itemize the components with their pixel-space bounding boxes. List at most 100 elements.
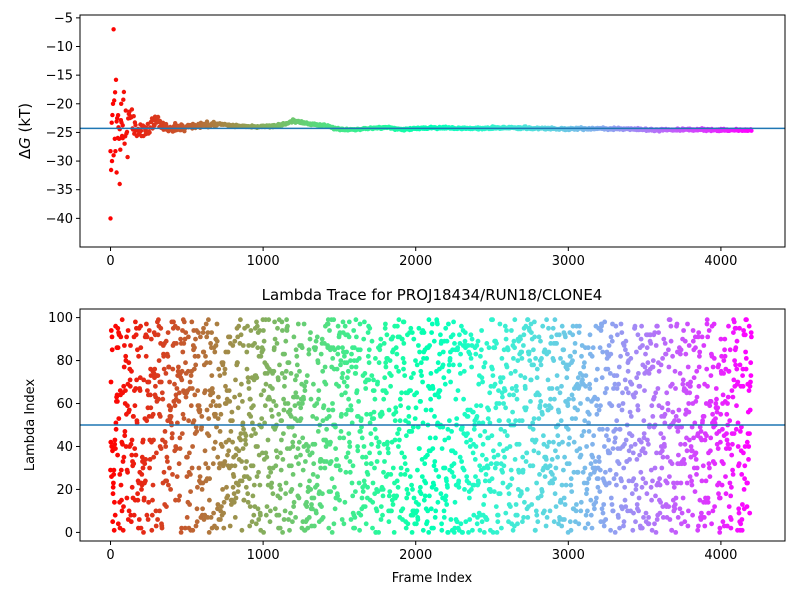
dg-x-tick-label: 2000 [399, 254, 432, 269]
lambda-point [342, 323, 348, 329]
lambda-point [326, 414, 332, 419]
lambda-point [678, 347, 684, 353]
lambda-point [686, 508, 691, 514]
lambda-point [288, 371, 294, 376]
lambda-point [730, 394, 736, 400]
lambda-point [551, 358, 557, 363]
lambda-point [295, 446, 301, 451]
lambda-point [653, 493, 658, 499]
lambda-point [286, 360, 292, 366]
lambda-point [713, 416, 718, 421]
lambda-point [194, 506, 200, 512]
lambda-point [258, 353, 264, 359]
lambda-point [147, 392, 153, 398]
lambda-point [727, 446, 732, 451]
lambda-point [607, 371, 613, 376]
lambda-point [614, 418, 620, 424]
lambda-point [633, 482, 639, 488]
lambda-point [433, 508, 439, 514]
lambda-point [352, 525, 358, 531]
lambda-point [498, 379, 504, 385]
lambda-point [291, 499, 297, 505]
lambda-point [426, 317, 432, 323]
lambda-point [229, 409, 235, 415]
lambda-point [399, 450, 405, 456]
lambda-point [132, 446, 138, 451]
lambda-point [380, 512, 385, 518]
lambda-point [626, 390, 631, 396]
lambda-point [639, 525, 645, 531]
lambda-point [514, 388, 519, 393]
lambda-point [589, 353, 595, 359]
lambda-point [343, 390, 348, 396]
lambda-point [450, 362, 456, 368]
lambda-point [251, 426, 256, 432]
lambda-point [738, 521, 744, 527]
lambda-point [222, 371, 227, 376]
lambda-point [744, 317, 749, 323]
lambda-point [611, 386, 616, 391]
lambda-point [508, 504, 513, 509]
lambda-point [140, 437, 146, 443]
lambda-point [667, 474, 672, 479]
lambda-point [687, 474, 693, 479]
lambda-point [682, 338, 688, 344]
lambda-point [225, 452, 230, 458]
lambda-point [582, 465, 588, 471]
lambda-point [572, 341, 578, 346]
lambda-point [537, 472, 542, 477]
lambda-point [133, 319, 138, 325]
lambda-point [388, 373, 394, 378]
lambda-point [550, 480, 556, 486]
lambda-point [146, 379, 152, 385]
lambda-point [119, 508, 125, 514]
lambda-point [246, 386, 252, 391]
lambda-point [230, 484, 236, 490]
lambda-point [215, 454, 221, 460]
lambda-point [406, 405, 411, 411]
lambda-point [607, 450, 613, 456]
lambda-point [467, 495, 472, 501]
lambda-point [245, 491, 251, 497]
lambda-point [241, 426, 247, 432]
lambda-point [704, 321, 710, 327]
lambda-point [641, 431, 647, 436]
lambda-point [512, 457, 518, 462]
lambda-point [366, 347, 372, 353]
lambda-point [128, 519, 134, 525]
lambda-point [742, 463, 748, 469]
lambda-point [339, 411, 344, 417]
lambda-point [256, 517, 262, 522]
lambda-point [162, 439, 168, 445]
lambda-point [111, 527, 117, 533]
lambda-point [177, 390, 182, 396]
lambda-point [139, 487, 144, 492]
lambda-point [707, 465, 712, 471]
lambda-point [470, 409, 476, 415]
lambda-point [329, 530, 335, 535]
lambda-point [531, 448, 537, 454]
lambda-point [742, 444, 748, 449]
lambda-point [263, 381, 269, 387]
lambda-point [679, 510, 685, 516]
lambda-point [169, 435, 175, 441]
lambda-point [596, 459, 602, 464]
lambda-point [531, 347, 536, 353]
lambda-point [440, 349, 446, 355]
dg-x-tick-label: 3000 [552, 254, 585, 269]
lambda-point [319, 504, 324, 509]
lambda-point [424, 519, 430, 525]
lambda-point [126, 407, 132, 413]
lambda-point [609, 403, 615, 409]
lambda-point [708, 448, 713, 454]
lambda-point [556, 409, 562, 415]
lambda-point [436, 474, 442, 479]
lambda-point [575, 407, 580, 413]
lambda-point [468, 356, 474, 361]
lambda-point [587, 386, 593, 391]
lambda-point [409, 530, 415, 535]
lambda-point [431, 525, 436, 531]
lambda-point [660, 454, 666, 460]
